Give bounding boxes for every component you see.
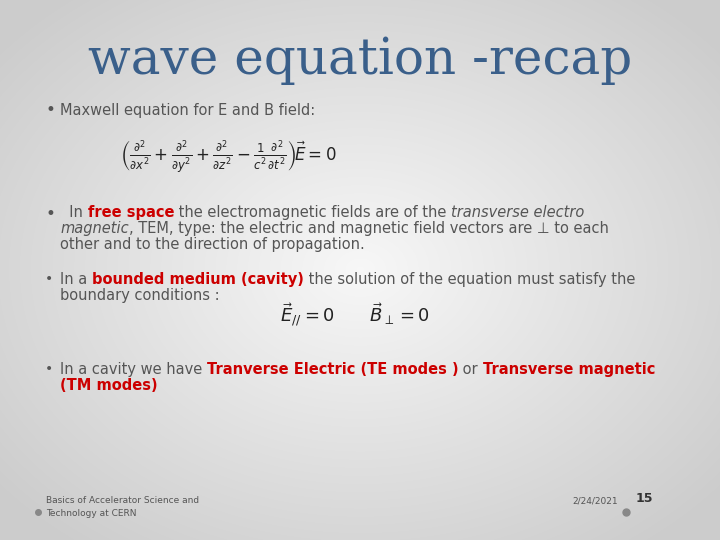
Text: magnetic: magnetic xyxy=(60,221,129,236)
Text: other and to the direction of propagation.: other and to the direction of propagatio… xyxy=(60,237,365,252)
Text: •: • xyxy=(45,101,55,119)
Text: the solution of the equation must satisfy the: the solution of the equation must satisf… xyxy=(304,272,635,287)
Text: bounded medium (cavity): bounded medium (cavity) xyxy=(92,272,304,287)
Text: In a cavity we have: In a cavity we have xyxy=(60,362,207,377)
Text: 15: 15 xyxy=(636,492,654,505)
Text: 2/24/2021: 2/24/2021 xyxy=(572,496,618,505)
Text: Transverse magnetic: Transverse magnetic xyxy=(482,362,655,377)
Text: In: In xyxy=(60,205,88,220)
Text: , TEM, type: the electric and magnetic field vectors are ⊥ to each: , TEM, type: the electric and magnetic f… xyxy=(129,221,608,236)
Text: Technology at CERN: Technology at CERN xyxy=(46,509,137,518)
Text: $\vec{E}_{//} = 0 \qquad \vec{B}_{\perp} = 0$: $\vec{E}_{//} = 0 \qquad \vec{B}_{\perp}… xyxy=(280,302,430,329)
Text: •: • xyxy=(45,362,53,376)
Text: •: • xyxy=(45,205,55,223)
Text: free space: free space xyxy=(88,205,174,220)
Text: •: • xyxy=(45,272,53,286)
Text: Tranverse Electric (TE modes ): Tranverse Electric (TE modes ) xyxy=(207,362,459,377)
Text: In a: In a xyxy=(60,272,92,287)
Text: or: or xyxy=(459,362,482,377)
Text: Maxwell equation for E and B field:: Maxwell equation for E and B field: xyxy=(60,103,315,118)
Text: wave equation -recap: wave equation -recap xyxy=(88,35,632,85)
Text: $\left(\frac{\partial^2}{\partial x^2} + \frac{\partial^2}{\partial y^2} + \frac: $\left(\frac{\partial^2}{\partial x^2} +… xyxy=(120,139,336,176)
Text: boundary conditions :: boundary conditions : xyxy=(60,288,220,303)
Text: Basics of Accelerator Science and: Basics of Accelerator Science and xyxy=(46,496,199,505)
Text: the electromagnetic fields are of the: the electromagnetic fields are of the xyxy=(174,205,451,220)
Text: (TM modes): (TM modes) xyxy=(60,378,158,393)
Text: transverse electro: transverse electro xyxy=(451,205,585,220)
